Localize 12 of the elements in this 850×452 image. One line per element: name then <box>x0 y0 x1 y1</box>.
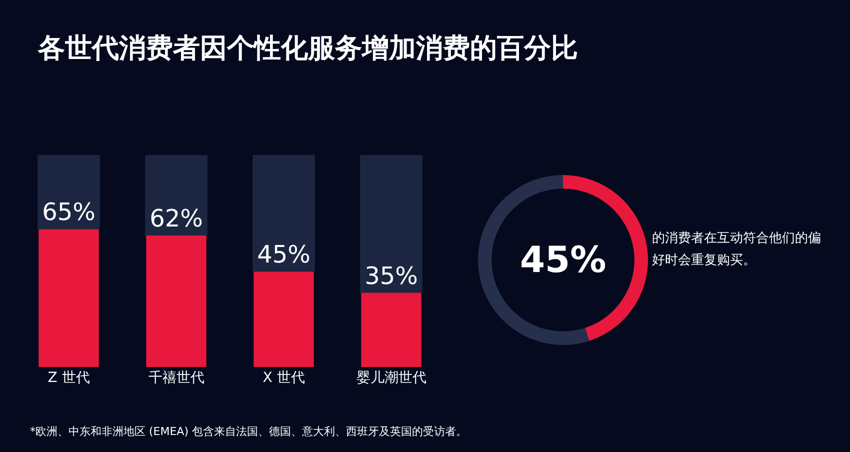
x-tick-label: X 世代 <box>262 370 305 386</box>
data-label: 62% <box>150 204 203 233</box>
x-tick-label: Z 世代 <box>48 370 90 386</box>
data-label: 45% <box>520 240 606 281</box>
text: *欧洲、中东和非洲地区 (EMEA) 包含来自法国、德国、意大利、西班牙及英国的受访者。 <box>30 424 467 439</box>
data-label: 45% <box>257 240 310 269</box>
chart-title: 各世代消费者因个性化服务增加消费的百分比 <box>38 32 578 66</box>
x-tick-label: 千禧世代 <box>148 370 204 386</box>
x-tick-label: 婴儿潮世代 <box>356 370 426 386</box>
data-label: 35% <box>364 262 418 290</box>
text: 的消费者在互动符合他们的偏好时会重复购买。 <box>652 230 822 270</box>
data-label: 65% <box>42 198 96 226</box>
